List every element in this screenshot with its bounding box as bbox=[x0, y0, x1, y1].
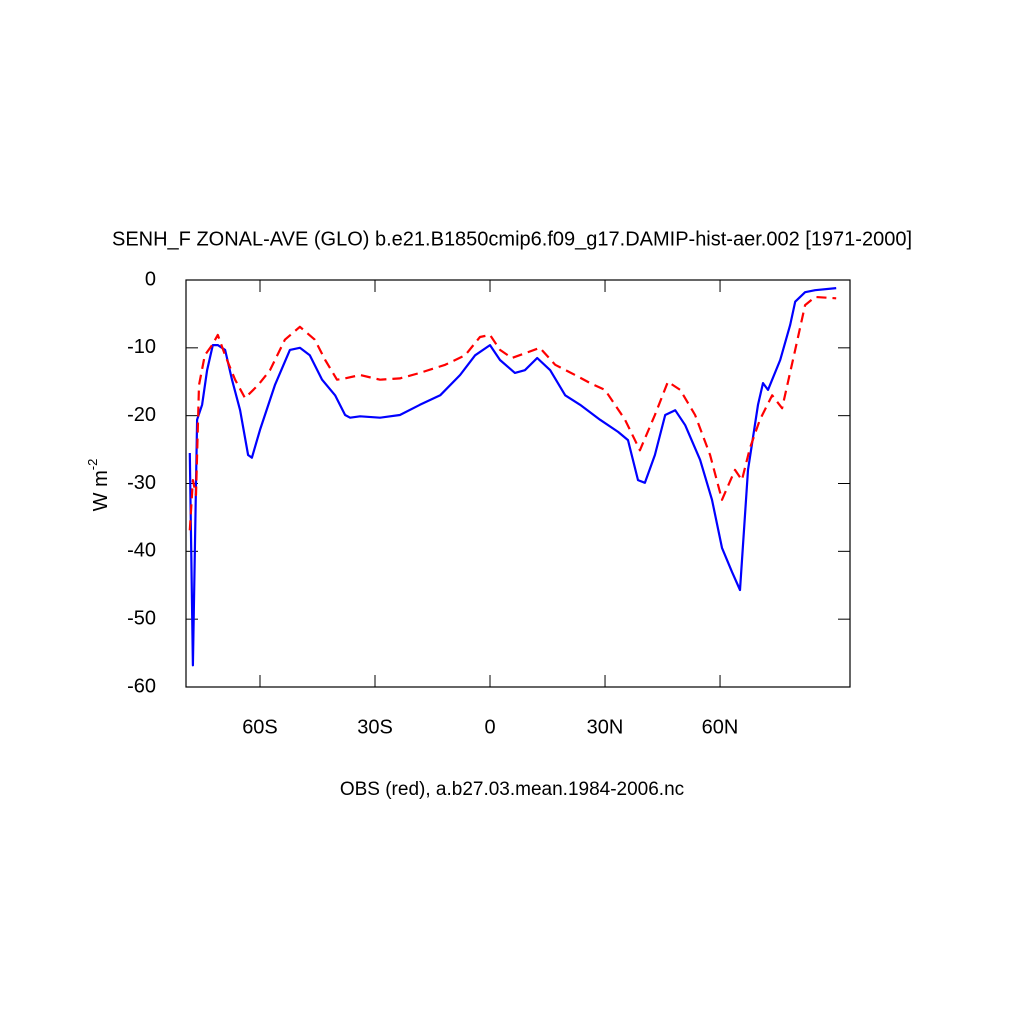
data-line bbox=[188, 287, 837, 667]
data-line bbox=[188, 295, 837, 531]
y-tick-label: 0 bbox=[145, 268, 156, 290]
x-tick-label: 30S bbox=[357, 716, 393, 738]
x-tick-label: 30N bbox=[587, 716, 624, 738]
x-tick-label: 0 bbox=[484, 716, 495, 738]
footer: OBS (red), a.b27.03.mean.1984-2006.nc bbox=[340, 779, 684, 800]
y-tick-label: -50 bbox=[127, 607, 156, 629]
y-tick-label: -40 bbox=[127, 540, 156, 562]
x-tick-label: 60N bbox=[702, 716, 739, 738]
y-axis-label: W m-2 bbox=[85, 459, 112, 512]
y-tick-label: -30 bbox=[127, 472, 156, 494]
x-tick-label: 60S bbox=[242, 716, 278, 738]
y-tick-label: -60 bbox=[127, 675, 156, 697]
y-tick-label: -10 bbox=[127, 336, 156, 358]
y-tick-label: -20 bbox=[127, 404, 156, 426]
chart-title: SENH_F ZONAL-AVE (GLO) b.e21.B1850cmip6.… bbox=[112, 228, 912, 250]
